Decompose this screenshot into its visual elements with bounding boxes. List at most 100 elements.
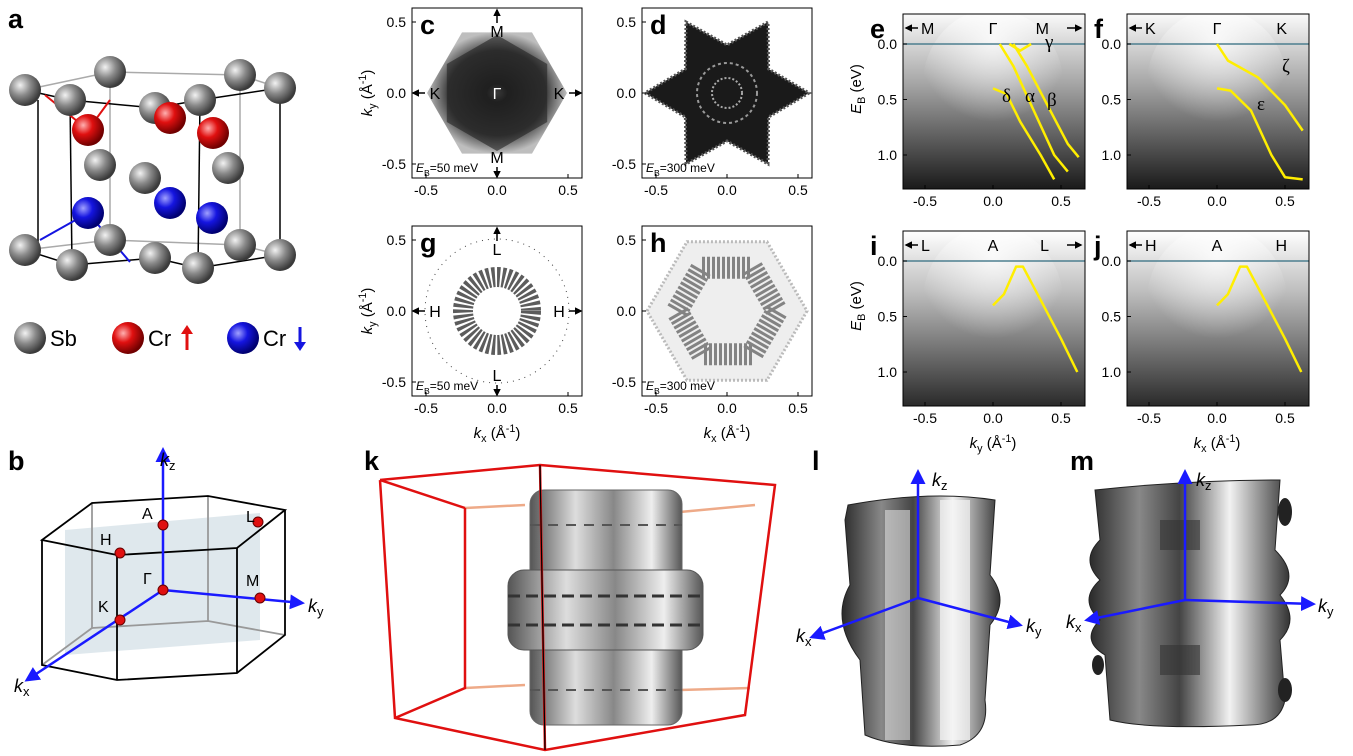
x-tick-label: 0.0: [487, 400, 507, 416]
band-label: δ: [1002, 86, 1011, 107]
x-tick-label: -0.5: [913, 193, 937, 209]
label-part: -1: [357, 293, 369, 303]
y-tick-label: 0.0: [1102, 253, 1122, 269]
x-tick-label: 0.0: [1207, 193, 1227, 209]
label-part: B: [856, 97, 868, 104]
label-part: y: [1035, 624, 1042, 639]
label-part: z: [1205, 478, 1211, 493]
x-tick-label: 0.5: [788, 182, 808, 198]
circle: [9, 74, 41, 106]
circle: [84, 149, 116, 181]
label-part: (Å: [1207, 435, 1226, 452]
label-part: ): [359, 70, 376, 75]
y-tick-label: 0.5: [1102, 309, 1122, 325]
rect: [1160, 645, 1200, 675]
point-label: M: [490, 150, 503, 167]
point-label: L: [1040, 238, 1049, 255]
y-axis-label: ky (Å-1): [357, 288, 379, 335]
band-label: α: [1025, 86, 1035, 107]
axis-label: kx: [1066, 612, 1082, 635]
point-label: H: [1275, 238, 1287, 255]
x-tick-label: -0.5: [1137, 193, 1161, 209]
point-label: M: [246, 573, 259, 590]
band-label: γ: [1044, 32, 1053, 53]
ellipse: [1092, 655, 1104, 675]
point-label: H: [100, 532, 112, 549]
x-axis-label: ky (Å-1): [970, 433, 1017, 455]
y-tick-label: 0.5: [617, 14, 637, 30]
circle: [264, 72, 296, 104]
x-axis-label: kx (Å-1): [474, 423, 521, 445]
point-label: A: [988, 238, 999, 255]
circle: [94, 224, 126, 256]
label-part: =300 meV: [660, 379, 715, 393]
x-tick-label: 0.5: [1275, 193, 1295, 209]
y-tick-label: 0.5: [617, 232, 637, 248]
y-axis-label: ky (Å-1): [357, 70, 379, 117]
panel-letter: d: [650, 10, 667, 40]
figure: a Sb Cr Cr b A L H Γ M K k: [0, 0, 1353, 756]
label-part: ): [1235, 435, 1240, 452]
rect: [1160, 520, 1200, 550]
atoms: [9, 56, 296, 284]
circle: [264, 239, 296, 271]
panel-letter: i: [870, 231, 878, 261]
y-axis-label: EB (eV): [848, 281, 868, 331]
y-tick-label: 1.0: [878, 364, 898, 380]
label-part: y: [317, 604, 324, 619]
y-tick-label: 0.5: [878, 309, 898, 325]
circle: [196, 202, 228, 234]
circle: [227, 322, 259, 354]
label-part: x: [23, 684, 30, 699]
panel-letter: m: [1070, 446, 1094, 476]
circle: [224, 59, 256, 91]
y-tick-label: 1.0: [1102, 147, 1122, 163]
band-label: ε: [1257, 94, 1265, 115]
label-part: x: [1075, 620, 1082, 635]
x-axis-label: kx (Å-1): [1194, 433, 1241, 455]
circle: [9, 234, 41, 266]
x-tick-label: -0.5: [1137, 410, 1161, 426]
circle: [184, 84, 216, 116]
label-part: -1: [736, 423, 746, 435]
label-part: -1: [1002, 433, 1012, 445]
energy-label: EB=50 meV: [416, 161, 478, 178]
x-tick-label: 0.0: [717, 400, 737, 416]
label-part: (Å: [359, 84, 376, 103]
circle: [72, 197, 104, 229]
label-part: ): [1011, 435, 1016, 452]
label-part: (Å: [359, 302, 376, 321]
x-tick-label: -0.5: [644, 400, 668, 416]
point-label: Γ: [989, 21, 998, 38]
x-tick-label: 0.0: [1207, 410, 1227, 426]
label-part: (Å: [487, 425, 506, 442]
label-part: =300 meV: [660, 161, 715, 175]
y-tick-label: 1.0: [878, 147, 898, 163]
point-label: K: [98, 599, 109, 616]
y-axis-label: EB (eV): [848, 64, 868, 114]
y-tick-label: 0.0: [878, 253, 898, 269]
axis-label: ky: [308, 596, 324, 619]
point-label: A: [142, 506, 153, 523]
energy-label: EB=50 meV: [416, 379, 478, 396]
circle: [115, 615, 125, 625]
brillouin-zone: [27, 450, 302, 680]
circle: [224, 229, 256, 261]
circle: [56, 249, 88, 281]
circle: [154, 187, 186, 219]
ellipse: [1278, 678, 1292, 702]
rect: [940, 500, 970, 740]
label-part: y: [1327, 604, 1334, 619]
label-part: ): [515, 425, 520, 442]
point-label: M: [490, 24, 503, 41]
y-tick-label: 0.5: [387, 232, 407, 248]
circle: [112, 322, 144, 354]
panel-letter: k: [364, 446, 380, 476]
page: Figure {"panel_a": {"letter": "a", "lege…: [0, 0, 1353, 756]
point-label: Γ: [493, 86, 502, 103]
x-tick-label: 0.5: [1275, 410, 1295, 426]
circle: [14, 322, 46, 354]
label-part: =50 meV: [430, 161, 478, 175]
label-part: -1: [357, 75, 369, 85]
legend: Sb Cr Cr: [14, 322, 306, 354]
